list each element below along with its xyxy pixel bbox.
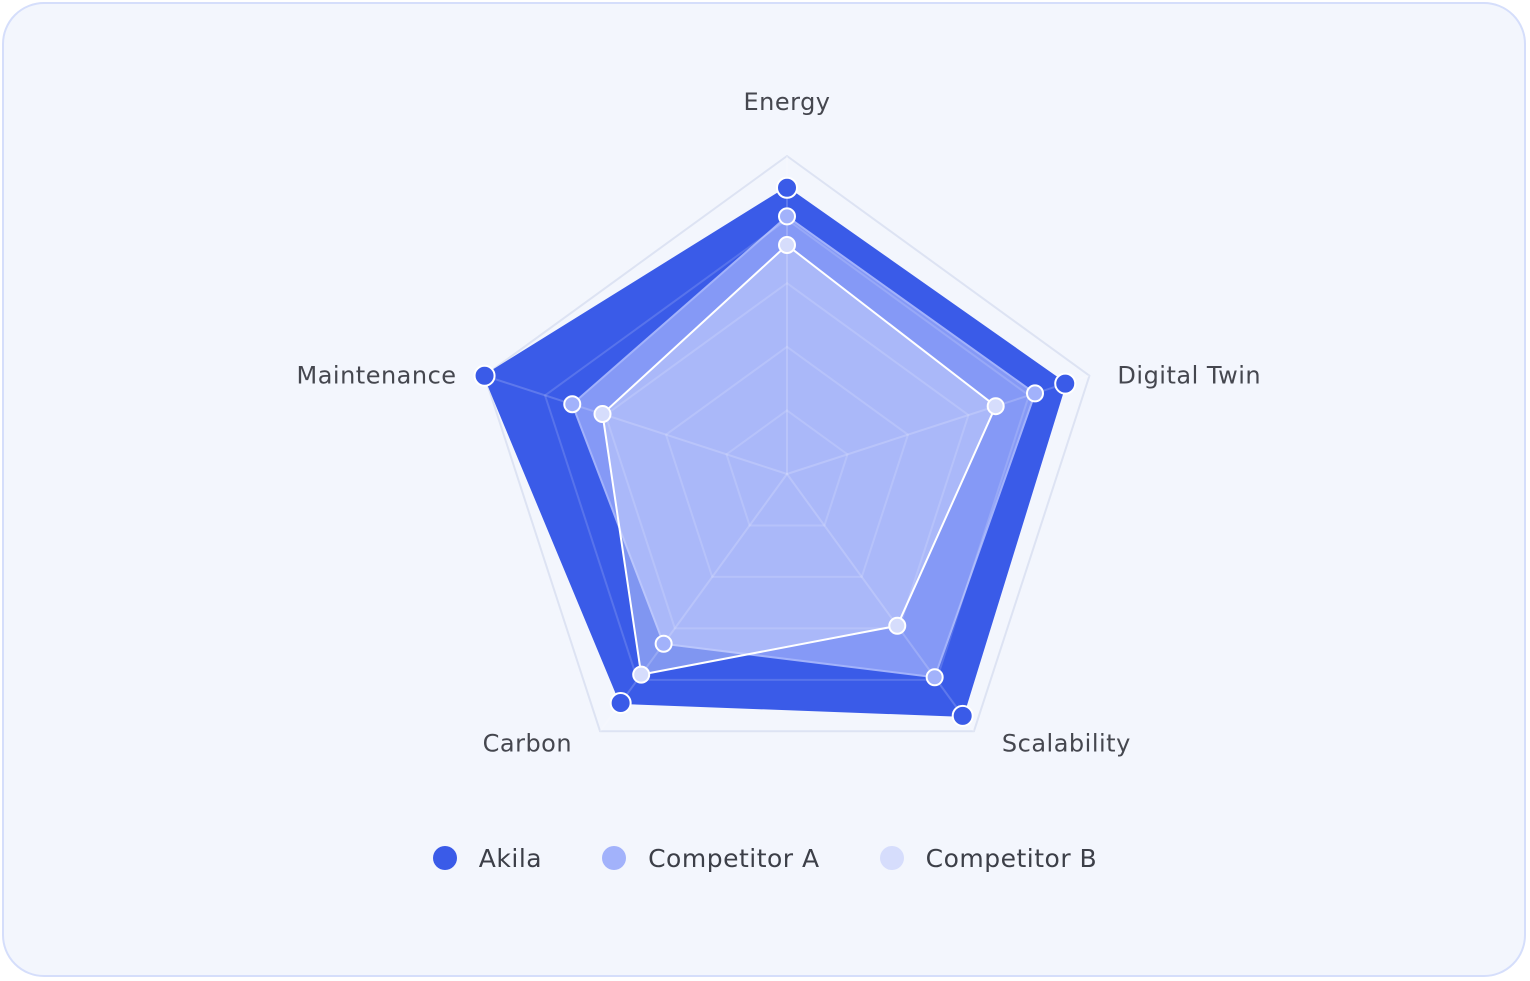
point-akila-energy	[776, 176, 798, 199]
grid-ring-overlay-4	[543, 218, 1031, 681]
point-competitor-a-maintenance	[563, 395, 582, 414]
legend-label-competitor-b: Competitor B	[925, 843, 1098, 873]
legend-label-competitor-a: Competitor A	[648, 843, 820, 873]
axis-label-carbon: Carbon	[483, 729, 572, 757]
point-competitor-a-energy	[778, 207, 796, 226]
legend-label-akila: Akila	[478, 843, 543, 873]
point-competitor-a-carbon	[654, 634, 673, 653]
axis-spoke-maintenance	[484, 374, 788, 475]
legend-item-competitor-b[interactable]: Competitor B	[879, 843, 1098, 873]
axis-label-energy: Energy	[743, 88, 830, 116]
axis-spoke-carbon	[599, 473, 788, 732]
series-area-competitor-b	[601, 244, 997, 676]
chart-legend: Akila Competitor A Competitor B	[0, 838, 1530, 878]
point-competitor-b-scalability	[888, 616, 907, 635]
grid-ring-overlay-1	[725, 409, 849, 527]
grid-ring-overlay-3	[604, 281, 970, 630]
point-akila-digital-twin	[1054, 372, 1077, 395]
point-competitor-b-energy	[778, 236, 796, 255]
axis-label-maintenance: Maintenance	[297, 362, 457, 390]
legend-swatch-competitor-b	[879, 846, 904, 870]
point-competitor-b-maintenance	[593, 405, 612, 424]
grid-ring-overlay-2	[664, 345, 910, 578]
legend-item-competitor-a[interactable]: Competitor A	[602, 844, 820, 873]
point-akila-scalability	[951, 704, 974, 727]
axis-label-digital-twin: Digital Twin	[1117, 362, 1261, 390]
legend-item-akila[interactable]: Akila	[432, 843, 543, 873]
legend-swatch-akila	[432, 846, 457, 870]
axis-spoke-scalability	[786, 473, 975, 732]
series-area-competitor-a	[571, 215, 1036, 679]
legend-swatch-competitor-a	[602, 846, 627, 870]
grid-ring-5	[483, 155, 1091, 733]
point-competitor-b-carbon	[632, 665, 651, 684]
point-akila-carbon	[609, 691, 632, 714]
point-competitor-a-scalability	[925, 668, 944, 687]
point-competitor-a-digital-twin	[1025, 384, 1044, 403]
axis-label-scalability: Scalability	[1002, 729, 1131, 757]
point-competitor-b-digital-twin	[986, 397, 1005, 416]
point-akila-maintenance	[473, 364, 496, 387]
